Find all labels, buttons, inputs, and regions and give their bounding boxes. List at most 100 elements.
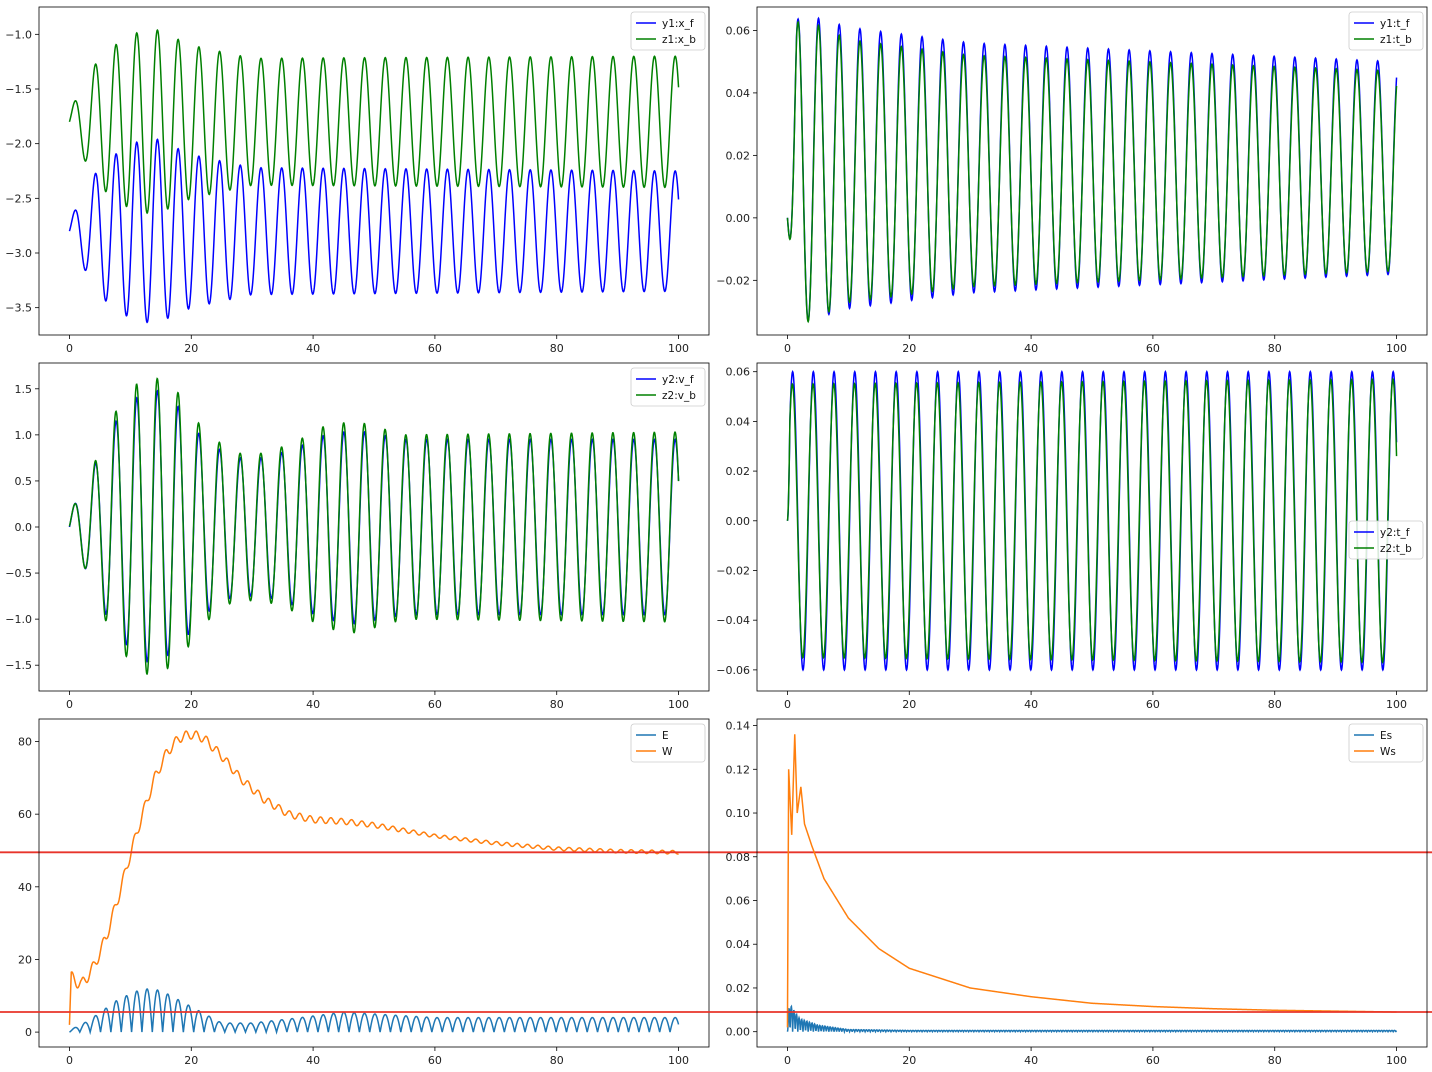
y-tick-label: −0.5	[5, 567, 32, 580]
y-tick-label: 60	[18, 808, 32, 821]
x-tick-label: 80	[1268, 1054, 1282, 1067]
x-tick-label: 0	[66, 342, 73, 355]
legend-label: y1:t_f	[1380, 18, 1410, 30]
y-tick-label: −2.5	[5, 192, 32, 205]
x-tick-label: 100	[668, 1054, 689, 1067]
y-tick-label: 0.06	[726, 894, 751, 907]
y-tick-label: −2.0	[5, 138, 32, 151]
series-line-2	[68, 377, 680, 675]
x-tick-label: 20	[184, 342, 198, 355]
x-tick-label: 100	[668, 342, 689, 355]
y-tick-label: 0.02	[726, 149, 751, 162]
x-tick-label: 80	[550, 342, 564, 355]
y-tick-label: −1.5	[5, 83, 32, 96]
y-tick-label: 0.04	[726, 415, 751, 428]
x-tick-label: 20	[902, 1054, 916, 1067]
legend-label: Es	[1380, 730, 1392, 742]
x-tick-label: 60	[428, 342, 442, 355]
y-tick-label: 0.04	[726, 87, 751, 100]
x-tick-label: 60	[428, 698, 442, 711]
x-tick-label: 0	[66, 698, 73, 711]
subplot-4: 0 20 40 60 80 100 −0.06 −0.04 −0.02 0.00 0.02 0.04 0…	[716, 362, 1428, 711]
x-tick-label: 60	[1146, 342, 1160, 355]
y-tick-label: 0.12	[726, 763, 751, 776]
y-tick-label: 0.08	[726, 851, 751, 864]
y-tick-label: 80	[18, 736, 32, 749]
y-tick-label: −3.5	[5, 302, 32, 315]
legend-label: Ws	[1380, 746, 1396, 758]
y-tick-label: −1.5	[5, 659, 32, 672]
y-tick-label: −3.0	[5, 247, 32, 260]
y-tick-label: 40	[18, 881, 32, 894]
legend	[630, 367, 706, 407]
series-line-2	[786, 377, 1398, 664]
x-tick-label: 100	[668, 698, 689, 711]
y-tick-label: 0.04	[726, 938, 751, 951]
x-tick-label: 40	[306, 698, 320, 711]
y-tick-label: 1.0	[15, 429, 33, 442]
y-tick-label: 0.00	[726, 515, 751, 528]
x-tick-label: 80	[550, 1054, 564, 1067]
x-tick-label: 80	[1268, 698, 1282, 711]
y-tick-label: 0.00	[726, 1026, 751, 1039]
y-tick-label: 0.0	[15, 521, 33, 534]
x-tick-label: 40	[1024, 1054, 1038, 1067]
y-tick-label: −1.0	[5, 28, 32, 41]
legend-label: z1:t_b	[1380, 34, 1412, 46]
y-tick-label: 20	[18, 953, 32, 966]
x-tick-label: 0	[784, 342, 791, 355]
x-tick-label: 0	[784, 1054, 791, 1067]
series-line-2	[68, 730, 679, 1025]
legend-label: y2:v_f	[662, 374, 694, 386]
y-tick-label: 1.5	[15, 383, 33, 396]
axes-frame	[756, 362, 1428, 692]
subplot-3: 0 20 40 60 80 100 −1.5 −1.0 −0.5 0.0 0.5 1.0 1.5 y2:v…	[5, 362, 710, 711]
x-tick-label: 80	[550, 698, 564, 711]
legend	[1348, 11, 1424, 51]
x-tick-label: 80	[1268, 342, 1282, 355]
y-tick-label: −1.0	[5, 613, 32, 626]
axes-frame	[756, 718, 1428, 1048]
series-line-1	[786, 1004, 1398, 1035]
axes-frame	[38, 718, 710, 1048]
legend-label: z2:t_b	[1380, 543, 1412, 555]
legend	[630, 723, 706, 763]
y-tick-label: −0.04	[716, 614, 750, 627]
x-tick-label: 100	[1386, 342, 1407, 355]
x-tick-label: 100	[1386, 1054, 1407, 1067]
x-tick-label: 0	[784, 698, 791, 711]
series-line-2	[786, 20, 1398, 324]
legend	[630, 11, 706, 51]
y-tick-label: 0.14	[726, 720, 751, 733]
x-tick-label: 60	[1146, 1054, 1160, 1067]
y-tick-label: −0.06	[716, 664, 750, 677]
x-tick-label: 100	[1386, 698, 1407, 711]
legend-label: E	[662, 730, 669, 742]
subplot-5: 0 20 40 60 80 100 0 20 40 60 80 EW	[0, 718, 1432, 1067]
y-tick-label: −0.02	[716, 564, 750, 577]
x-tick-label: 60	[1146, 698, 1160, 711]
x-tick-label: 40	[1024, 698, 1038, 711]
x-tick-label: 0	[66, 1054, 73, 1067]
axes-frame	[38, 6, 710, 336]
subplot-1: 0 20 40 60 80 100 −3.5 −3.0 −2.5 −2.0 −1.5 −1.0 y1:x…	[5, 6, 710, 355]
y-tick-label: 0.06	[726, 366, 751, 379]
x-tick-label: 40	[306, 342, 320, 355]
legend	[1348, 520, 1424, 560]
legend-label: y1:x_f	[662, 18, 694, 30]
x-tick-label: 20	[902, 342, 916, 355]
series-line-2	[68, 28, 680, 215]
legend-label: z1:x_b	[662, 34, 696, 46]
series-line-1	[69, 988, 680, 1036]
y-tick-label: −0.02	[716, 274, 750, 287]
y-tick-label: 0.02	[726, 465, 751, 478]
subplot-2: 0 20 40 60 80 100 −0.02 0.00 0.02 0.04 0.06 y1:t_fz…	[716, 6, 1428, 355]
legend-label: z2:v_b	[662, 390, 696, 402]
y-tick-label: 0.5	[15, 475, 33, 488]
y-tick-label: 0.02	[726, 982, 751, 995]
y-tick-label: 0.10	[726, 807, 751, 820]
legend-label: W	[662, 746, 673, 758]
series-line-1	[68, 138, 680, 324]
x-tick-label: 60	[428, 1054, 442, 1067]
